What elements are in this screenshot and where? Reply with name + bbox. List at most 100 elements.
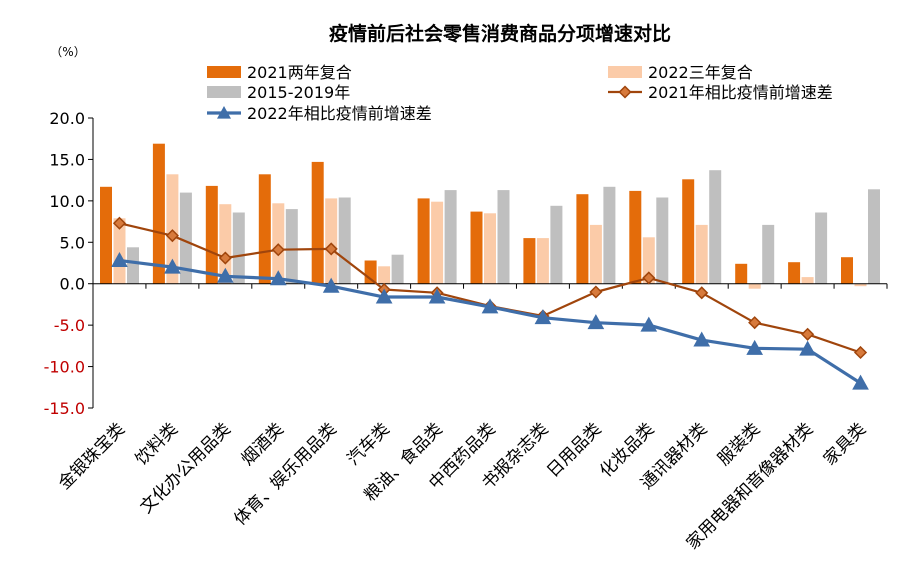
unit-label: （%） xyxy=(50,45,85,59)
point-2-7 xyxy=(428,288,446,304)
bar-1-12 xyxy=(682,179,695,284)
point-1-12 xyxy=(695,286,709,300)
bar-3-9 xyxy=(550,205,563,284)
point-1-5 xyxy=(324,242,338,256)
y-tick-label-8: -15.0 xyxy=(44,399,85,418)
point-1-14 xyxy=(801,327,815,341)
point-1-11 xyxy=(642,271,656,285)
bar-1-1 xyxy=(100,186,112,284)
point-1-4 xyxy=(271,243,285,257)
legend-swatch-1 xyxy=(207,66,241,78)
x-tick-label-15: 家具类 xyxy=(820,419,870,469)
bars xyxy=(100,143,880,289)
bar-2-13 xyxy=(748,283,761,289)
bar-3-12 xyxy=(709,170,722,284)
bar-2-14 xyxy=(801,277,814,284)
point-2-9 xyxy=(534,309,552,325)
bar-2-9 xyxy=(536,238,549,284)
point-1-15 xyxy=(853,345,868,360)
legend-swatch-3 xyxy=(207,86,241,98)
bar-3-10 xyxy=(603,186,616,284)
bar-1-2 xyxy=(152,143,165,284)
bar-2-3 xyxy=(219,204,232,284)
bar-2-8 xyxy=(484,213,496,284)
y-tick-label-7: -10.0 xyxy=(44,358,85,377)
bar-1-13 xyxy=(735,263,748,284)
bar-3-15 xyxy=(868,189,880,284)
y-tick-label-2: 15.0 xyxy=(49,150,85,169)
bar-3-13 xyxy=(762,224,775,284)
bar-2-5 xyxy=(325,198,338,284)
bar-2-7 xyxy=(431,201,444,284)
legend-marker-4 xyxy=(618,85,632,99)
bar-3-3 xyxy=(232,212,245,284)
legend-label-1: 2021两年复合 xyxy=(247,63,352,82)
bar-3-2 xyxy=(179,192,192,284)
y-tick-label-5: 0.0 xyxy=(60,275,85,294)
point-2-15 xyxy=(852,374,869,390)
y-tick-label-3: 10.0 xyxy=(49,192,85,211)
axes: 20.0 15.0 10.0 5.0 0.0 -5.0 -10.0 -15.0 xyxy=(44,109,888,418)
point-2-11 xyxy=(640,316,658,332)
point-2-6 xyxy=(375,288,393,304)
bar-2-12 xyxy=(695,224,708,284)
legend-label-2: 2022三年复合 xyxy=(648,63,753,82)
bar-1-3 xyxy=(205,185,218,284)
lines xyxy=(111,216,869,390)
legend-marker-5 xyxy=(217,106,231,119)
point-2-10 xyxy=(587,314,605,330)
point-2-5 xyxy=(322,277,340,293)
x-tick-label-2: 饮料类 xyxy=(132,419,182,469)
legend: 2021两年复合 2022三年复合 2015-2019年 2021年相比疫情前增速差 2… xyxy=(207,63,833,123)
point-2-2 xyxy=(164,258,181,274)
chart-title: 疫情前后社会零售消费商品分项增速对比 xyxy=(329,22,671,45)
x-tick-label-4: 烟酒类 xyxy=(238,419,288,469)
x-tick-label-13: 服装类 xyxy=(714,419,764,469)
legend-label-3: 2015-2019年 xyxy=(247,83,350,102)
bar-1-10 xyxy=(576,194,589,284)
bar-2-15 xyxy=(854,283,867,287)
point-1-3 xyxy=(218,251,232,265)
point-1-13 xyxy=(748,316,762,330)
y-tick-label-1: 20.0 xyxy=(49,109,85,128)
legend-swatch-2 xyxy=(608,66,642,78)
y-tick-label-4: 5.0 xyxy=(60,233,85,252)
bar-1-11 xyxy=(629,190,642,284)
x-tick-label-3: 文化办公用品类 xyxy=(137,419,235,517)
bar-1-15 xyxy=(841,257,853,284)
legend-label-5: 2022年相比疫情前增速差 xyxy=(247,104,432,123)
bar-3-6 xyxy=(391,254,404,284)
bar-1-4 xyxy=(258,174,271,284)
point-2-3 xyxy=(216,267,234,283)
y-tick-label-6: -5.0 xyxy=(54,316,85,335)
point-2-8 xyxy=(481,298,499,314)
bar-1-8 xyxy=(470,211,483,284)
x-tick-label-10: 日用品类 xyxy=(543,419,605,481)
bar-2-6 xyxy=(378,266,391,284)
bar-3-8 xyxy=(497,190,510,284)
bar-2-1 xyxy=(113,218,126,284)
point-1-1 xyxy=(112,216,127,230)
bar-1-7 xyxy=(417,198,430,284)
bar-2-10 xyxy=(589,224,602,284)
point-1-2 xyxy=(165,229,179,243)
bar-3-1 xyxy=(127,247,139,284)
point-2-13 xyxy=(746,339,764,355)
x-tick-label-5: 体育、娱乐用品类 xyxy=(230,419,340,529)
bar-3-14 xyxy=(815,212,828,284)
bar-1-5 xyxy=(311,161,324,284)
point-2-14 xyxy=(799,340,816,356)
bar-3-4 xyxy=(285,209,298,284)
x-tick-label-6: 汽车类 xyxy=(343,419,393,469)
bar-3-5 xyxy=(338,197,351,284)
bar-3-11 xyxy=(656,197,669,284)
bar-1-9 xyxy=(523,238,536,284)
legend-label-4: 2021年相比疫情前增速差 xyxy=(648,83,833,102)
point-2-1 xyxy=(111,251,128,268)
x-tick-label-1: 金银珠宝类 xyxy=(55,419,129,493)
bar-2-2 xyxy=(166,174,179,284)
point-1-10 xyxy=(589,285,603,299)
point-2-4 xyxy=(269,270,287,286)
